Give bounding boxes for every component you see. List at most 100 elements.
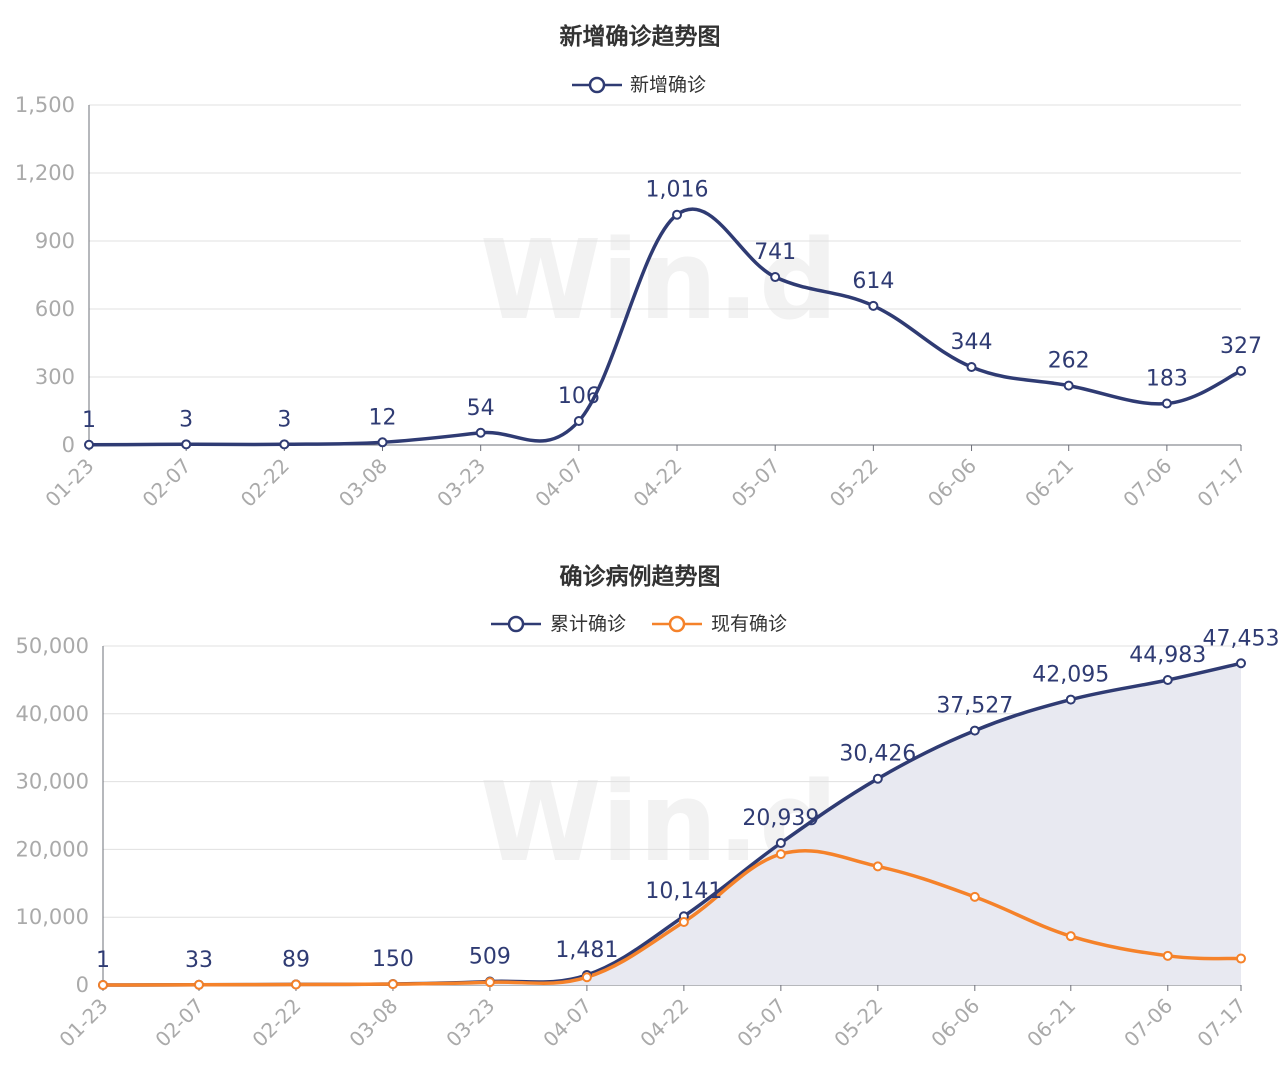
chart1-xtick-label: 01-23	[40, 454, 98, 512]
chart1-point	[181, 439, 192, 450]
chart1-xtick-label: 03-23	[432, 454, 490, 512]
chart2-point	[1162, 950, 1173, 961]
chart2-point	[484, 977, 495, 988]
chart1-xtick-label: 07-17	[1192, 454, 1250, 512]
chart2-point	[1162, 675, 1173, 686]
chart1-point	[966, 362, 977, 373]
chart2-point	[1236, 953, 1246, 964]
chart2-point	[872, 861, 883, 872]
chart1-xtick-label: 02-07	[138, 454, 196, 512]
chart1-point	[1063, 380, 1074, 391]
chart2-data-label: 42,095	[1032, 663, 1109, 688]
chart2-data-label: 509	[469, 945, 511, 970]
chart2-xtick-label: 04-07	[538, 994, 596, 1052]
chart1-point	[573, 415, 584, 426]
chart1-point	[868, 300, 879, 311]
chart1-xtick-label: 03-08	[334, 454, 392, 512]
chart1-point	[279, 439, 290, 450]
chart1-title: 新增确诊趋势图	[560, 23, 721, 50]
chart2-data-label: 10,141	[645, 879, 722, 904]
chart1-ytick-label: 600	[35, 297, 75, 321]
chart2-data-label: 1,481	[555, 938, 618, 963]
chart2-point	[775, 838, 786, 849]
chart2-point	[969, 891, 980, 902]
chart1-data-label: 344	[951, 330, 993, 355]
chart1-data-label: 3	[179, 407, 193, 432]
chart2-point	[1065, 931, 1076, 942]
chart2-ytick-label: 0	[76, 973, 89, 997]
chart1-xtick-label: 05-07	[727, 454, 785, 512]
chart1-ytick-label: 1,500	[15, 93, 75, 117]
chart2-xtick-label: 04-22	[635, 994, 693, 1052]
chart2-point	[872, 773, 883, 784]
chart2-area-fill	[103, 663, 1241, 985]
chart2-xtick-label: 05-07	[732, 994, 790, 1052]
chart1-xtick-label: 05-22	[825, 454, 883, 512]
chart2-data-label: 1	[96, 948, 110, 973]
chart2-title: 确诊病例趋势图	[560, 563, 721, 590]
chart1-data-label: 54	[467, 396, 495, 421]
chart2-legend-marker-current	[668, 615, 686, 633]
chart2-point	[98, 979, 108, 990]
chart1-data-label: 327	[1220, 334, 1262, 359]
chart1-xtick-label: 02-22	[236, 454, 294, 512]
chart1-xtick-label: 07-06	[1118, 454, 1176, 512]
chart1-data-label: 12	[369, 405, 397, 430]
chart1-point	[84, 439, 94, 450]
chart2-data-label: 33	[185, 948, 213, 973]
chart2-point	[581, 972, 592, 983]
chart2-xtick-label: 06-06	[926, 994, 984, 1052]
chart2-point	[387, 979, 398, 990]
chart1-point	[672, 209, 683, 220]
chart1-point	[377, 437, 388, 448]
chart2-ytick-label: 30,000	[16, 770, 89, 794]
chart1-data-label: 262	[1048, 349, 1090, 374]
chart2-xtick-label: 03-08	[344, 994, 402, 1052]
chart1-data-label: 1	[82, 408, 96, 433]
chart1-point	[770, 272, 781, 283]
chart2-xtick-label: 02-22	[247, 994, 305, 1052]
chart2-data-label: 150	[372, 947, 414, 972]
chart2-xtick-label: 06-21	[1022, 994, 1080, 1052]
chart2-legend-label-cumulative: 累计确诊	[550, 613, 626, 635]
chart2-ytick-label: 50,000	[16, 634, 89, 658]
chart2-data-label: 30,426	[839, 742, 916, 767]
chart1-data-label: 3	[277, 407, 291, 432]
chart2-point	[1065, 694, 1076, 705]
chart1-legend[interactable]: 新增确诊	[572, 74, 706, 96]
chart1-ytick-label: 1,200	[15, 161, 75, 185]
chart1-legend-marker	[588, 76, 606, 94]
chart1-xtick-label: 04-07	[530, 454, 588, 512]
chart1-ytick-label: 300	[35, 365, 75, 389]
chart1-xtick-label: 06-21	[1020, 454, 1078, 512]
chart1-data-label: 183	[1146, 367, 1188, 392]
chart2-ytick-label: 40,000	[16, 702, 89, 726]
chart1-ytick-label: 0	[62, 433, 75, 457]
chart2-xtick-label: 01-23	[54, 994, 112, 1052]
chart2-point	[969, 725, 980, 736]
chart1-data-label: 614	[852, 269, 894, 294]
chart2-point	[775, 849, 786, 860]
chart2-legend-cumulative[interactable]: 累计确诊	[491, 613, 626, 635]
chart1-point	[1236, 365, 1246, 376]
chart1-data-label: 1,016	[646, 178, 709, 203]
chart1-xtick-label: 04-22	[628, 454, 686, 512]
chart2-legend-current[interactable]: 现有确诊	[652, 613, 787, 635]
chart1-point	[475, 427, 486, 438]
chart1-ytick-label: 900	[35, 229, 75, 253]
chart2-point	[1236, 658, 1246, 669]
chart1-point	[1161, 398, 1172, 409]
chart2-data-label: 44,983	[1129, 643, 1206, 668]
chart2-point	[193, 979, 204, 990]
chart2-xtick-label: 07-06	[1119, 994, 1177, 1052]
chart2-legend-marker-cumulative	[507, 615, 525, 633]
chart2-data-label: 89	[282, 947, 310, 972]
chart2-xtick-label: 07-17	[1192, 994, 1250, 1052]
chart1-data-label: 106	[558, 384, 600, 409]
chart2-point	[290, 979, 301, 990]
chart1-legend-label: 新增确诊	[630, 74, 706, 96]
chart2-xtick-label: 03-23	[441, 994, 499, 1052]
chart2-data-label: 20,939	[742, 806, 819, 831]
chart2-data-label: 47,453	[1203, 626, 1280, 651]
